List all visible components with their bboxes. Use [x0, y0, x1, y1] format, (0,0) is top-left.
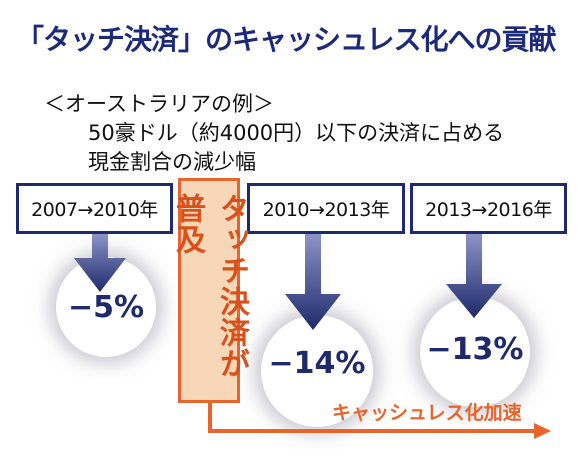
- acceleration-label: キャッシュレス化加速: [332, 402, 522, 424]
- diagram-title: 「タッチ決済」のキャッシュレス化への貢献: [16, 23, 556, 56]
- event-label: タッチ決済が普及: [170, 193, 249, 379]
- period-box-2013-2016: 2013→2016年: [410, 183, 567, 234]
- period-box-2010-2013: 2010→2013年: [247, 183, 405, 234]
- reduction-value-2: −14%: [268, 346, 366, 381]
- acceleration-arrow: [208, 403, 551, 439]
- subtitle-condition: 50豪ドル（約4000円）以下の決済に占める: [88, 121, 505, 145]
- reduction-value-3: −13%: [426, 332, 524, 367]
- period-box-2007-2010: 2007→2010年: [16, 183, 173, 234]
- down-arrow-icon: [285, 234, 341, 330]
- subtitle-example: ＜オーストラリアの例＞: [44, 92, 274, 116]
- touch-payment-spread-box: タッチ決済が普及: [170, 178, 249, 403]
- down-arrow-icon: [446, 234, 502, 318]
- reduction-value-1: −5%: [67, 290, 145, 325]
- subtitle-measure: 現金割合の減少幅: [88, 150, 256, 174]
- down-arrow-icon: [74, 234, 126, 292]
- reduction-circle-2: [261, 315, 373, 427]
